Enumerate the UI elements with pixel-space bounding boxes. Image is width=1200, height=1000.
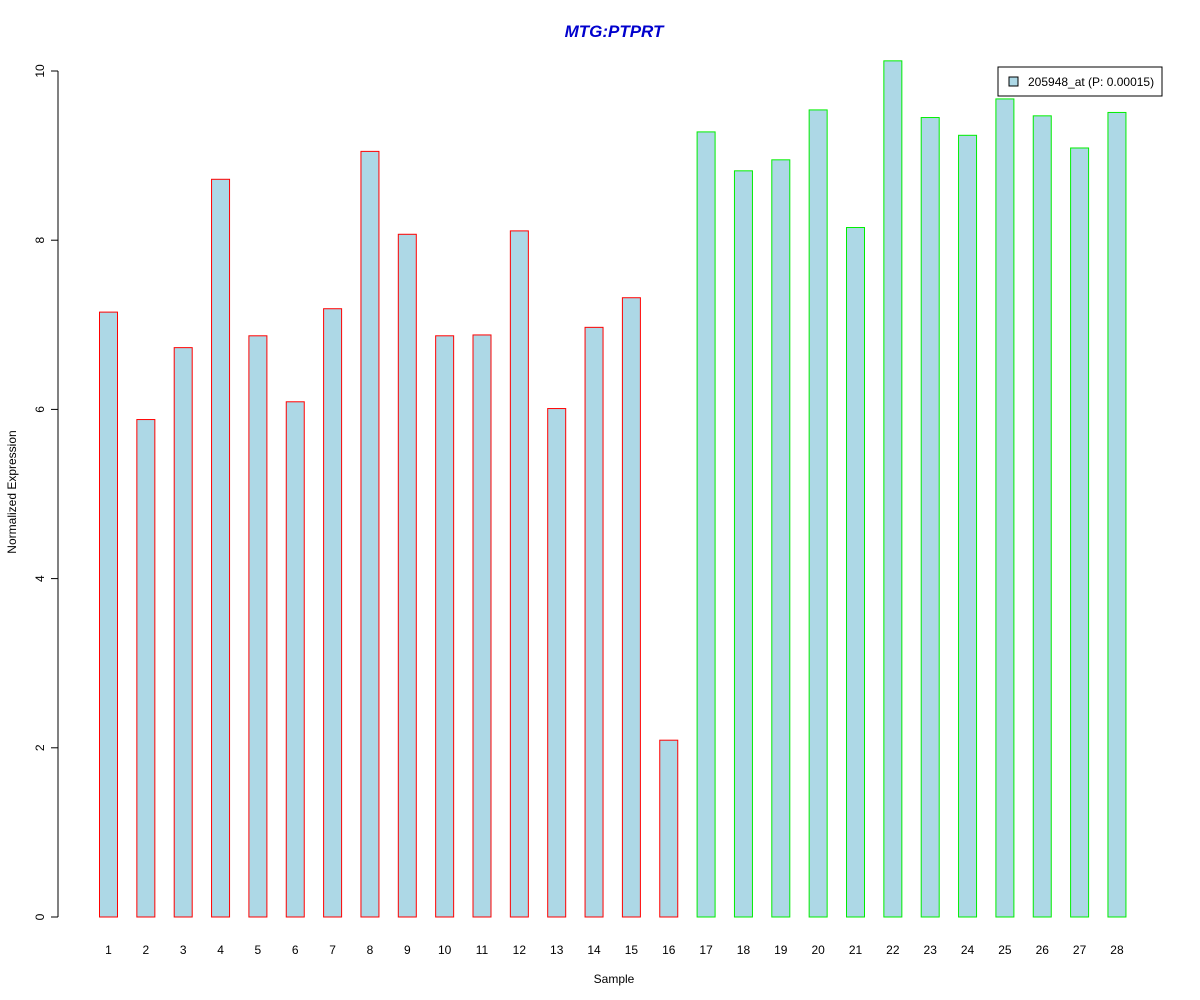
x-tick-label: 22	[886, 943, 900, 957]
bar-sample-20	[808, 109, 828, 918]
y-tick-label: 6	[33, 406, 47, 413]
chart-title: MTG:PTPRT	[565, 22, 665, 41]
x-tick-label: 26	[1036, 943, 1050, 957]
x-tick-label: 19	[774, 943, 788, 957]
bar-sample-8	[360, 150, 380, 918]
bar-sample-27	[1070, 147, 1090, 918]
bar-sample-11	[472, 334, 492, 918]
bar-sample-28	[1107, 111, 1127, 918]
x-tick-label: 28	[1110, 943, 1124, 957]
x-tick-label: 6	[292, 943, 299, 957]
x-tick-label: 8	[367, 943, 374, 957]
y-tick-label: 0	[33, 913, 47, 920]
bar-sample-26	[1032, 115, 1052, 918]
x-tick-label: 7	[329, 943, 336, 957]
y-tick-label: 2	[33, 744, 47, 751]
x-tick-label: 18	[737, 943, 751, 957]
bar-sample-9	[397, 233, 417, 918]
y-tick-label: 10	[33, 64, 47, 78]
x-tick-label: 13	[550, 943, 564, 957]
y-tick-label: 4	[33, 575, 47, 582]
x-tick-label: 2	[143, 943, 150, 957]
bar-sample-25	[995, 98, 1015, 918]
bar-sample-7	[323, 308, 343, 918]
bar-sample-4	[211, 178, 231, 918]
x-tick-label: 10	[438, 943, 452, 957]
bar-sample-6	[285, 401, 305, 918]
bar-sample-21	[846, 227, 865, 918]
x-tick-label: 9	[404, 943, 411, 957]
x-tick-labels: 1 2 3 4 5 6 7 8 9 10 11 12 13 14 15 16 17 18 19 20 21 22 23 24 2…	[105, 943, 1124, 957]
bar-sample-3	[173, 347, 193, 918]
x-tick-label: 16	[662, 943, 676, 957]
x-tick-label: 21	[849, 943, 863, 957]
x-tick-label: 3	[180, 943, 187, 957]
x-tick-label: 20	[811, 943, 825, 957]
x-axis-title: Sample	[594, 972, 635, 986]
bar-sample-1	[99, 311, 118, 918]
x-tick-label: 1	[105, 943, 112, 957]
x-tick-label: 15	[625, 943, 639, 957]
y-tick-label: 8	[33, 237, 47, 244]
y-axis: 0 2 4 6 8 10	[33, 64, 59, 920]
legend: 205948_at (P: 0.00015)	[997, 66, 1163, 97]
legend-label: 205948_at (P: 0.00015)	[1028, 75, 1154, 89]
x-tick-label: 23	[924, 943, 938, 957]
bar-sample-19	[771, 159, 791, 918]
bar-sample-15	[621, 297, 641, 918]
bar-sample-18	[733, 170, 753, 918]
bar-sample-2	[136, 419, 156, 918]
bar-sample-14	[584, 326, 604, 918]
x-tick-label: 11	[476, 943, 489, 957]
bar-sample-22	[883, 60, 903, 918]
bar-sample-24	[958, 134, 978, 918]
x-tick-label: 24	[961, 943, 975, 957]
legend-swatch	[1008, 76, 1019, 87]
bar-sample-23	[920, 117, 940, 918]
x-tick-label: 25	[998, 943, 1012, 957]
x-tick-label: 4	[217, 943, 224, 957]
x-tick-label: 12	[513, 943, 527, 957]
bar-sample-12	[509, 230, 529, 918]
x-tick-label: 14	[587, 943, 601, 957]
bar-sample-13	[547, 408, 567, 918]
bars	[99, 60, 1127, 918]
x-tick-label: 5	[255, 943, 262, 957]
bar-sample-17	[696, 131, 716, 918]
bar-sample-5	[248, 335, 268, 918]
legend-box	[997, 66, 1163, 97]
x-tick-label: 17	[699, 943, 713, 957]
bar-sample-16	[659, 739, 679, 918]
y-axis-title: Normalized Expression	[5, 430, 19, 553]
bar-sample-10	[435, 335, 455, 918]
x-tick-label: 27	[1073, 943, 1087, 957]
